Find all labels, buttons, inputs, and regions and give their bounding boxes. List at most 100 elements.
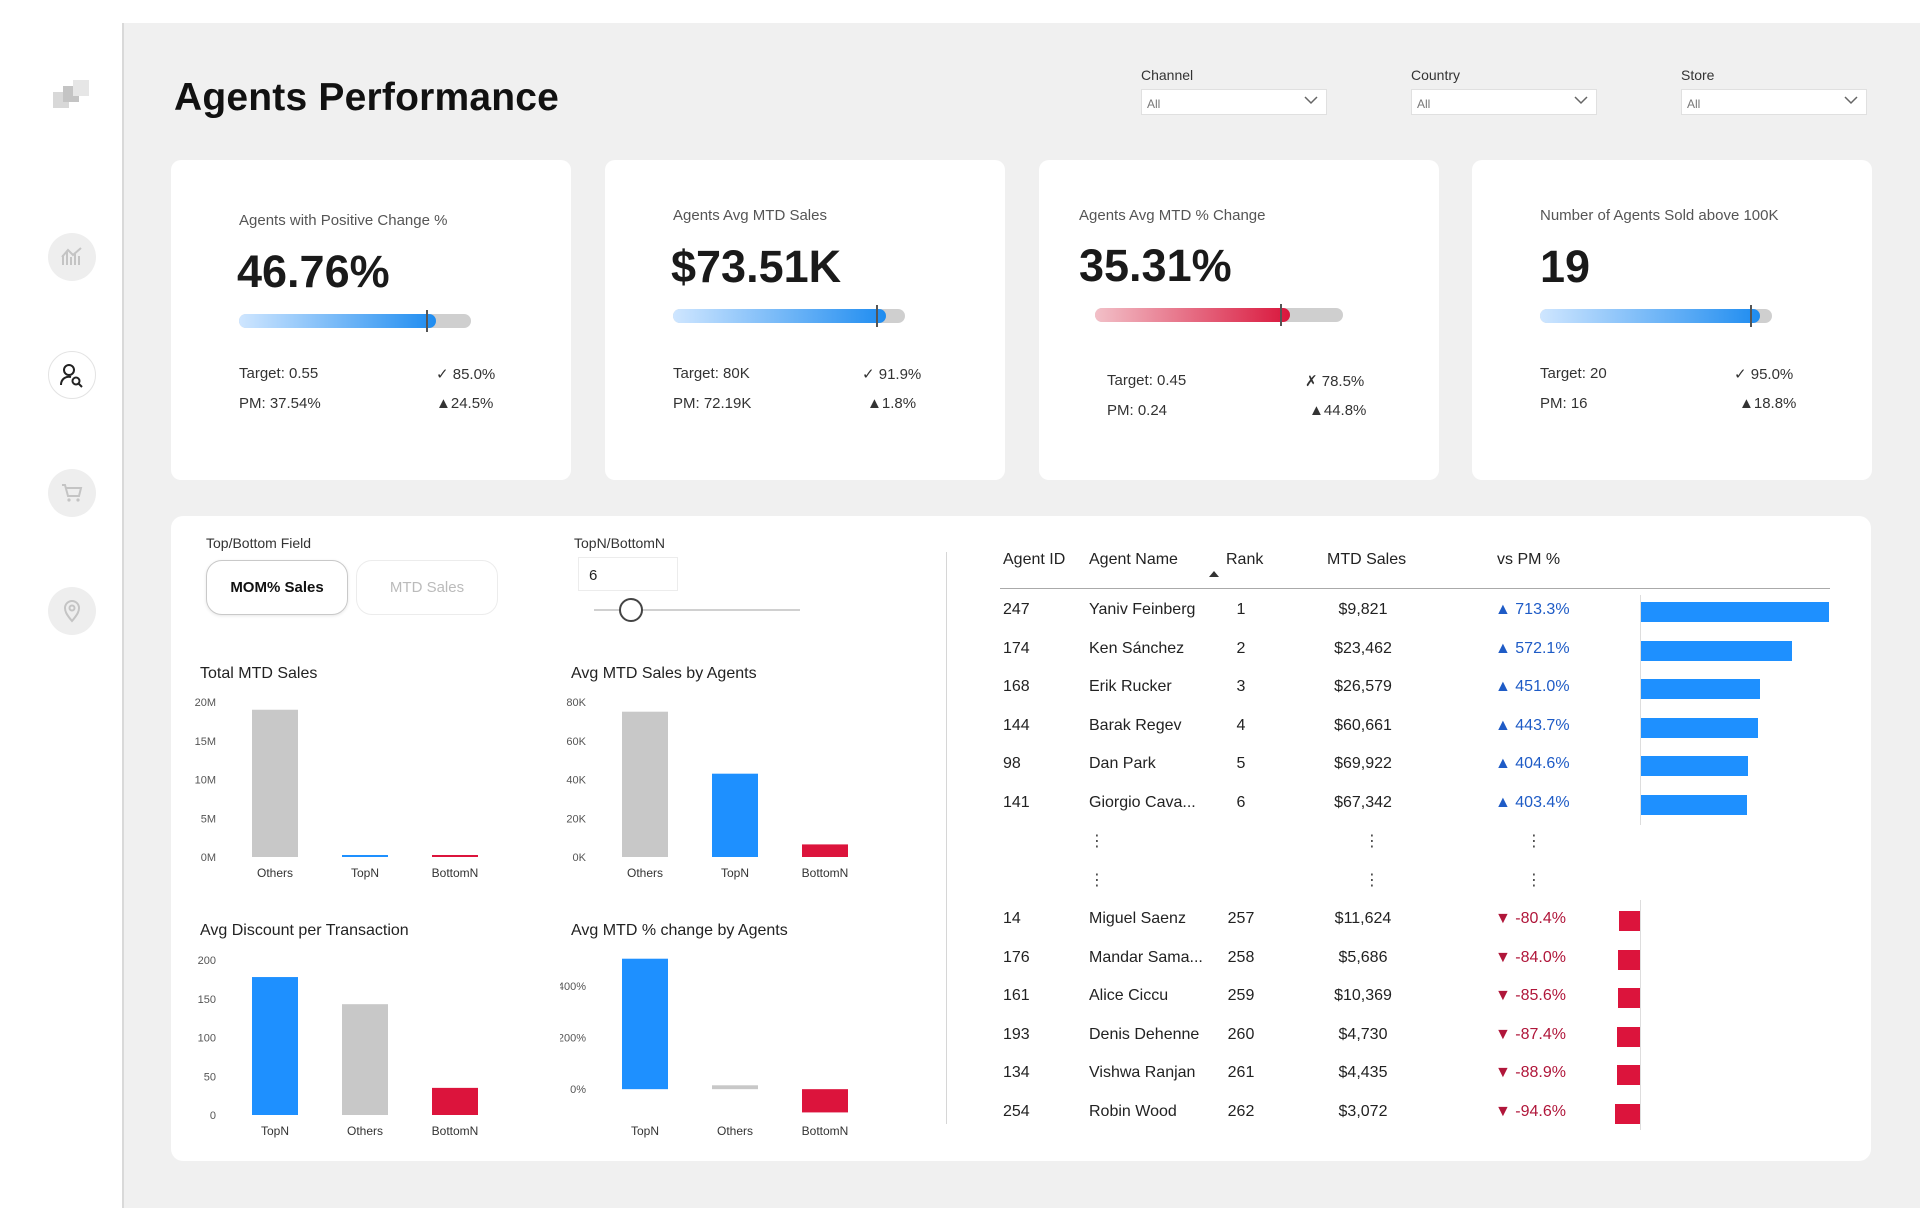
y-tick-label: 50 — [204, 1071, 216, 1083]
cell-agent-id: 161 — [1003, 987, 1030, 1005]
cell-vs-pm: ▲ 404.6% — [1495, 755, 1570, 773]
y-tick-label: 200 — [198, 955, 216, 967]
topn-input[interactable]: 6 — [578, 557, 678, 591]
bar-axis-bottom — [1640, 900, 1641, 1130]
kpi-progress-fill — [1540, 309, 1761, 323]
total-mtd-sales-chart: 0M 5M 10M 15M 20M Others TopN BottomN — [195, 697, 479, 880]
bar-bottomn — [802, 1089, 848, 1113]
topn-slider-track[interactable] — [594, 609, 800, 611]
x-tick-label: BottomN — [802, 1124, 849, 1138]
ellipsis-vertical-icon: ⋮ — [1364, 833, 1380, 850]
cell-rank: 1 — [1236, 601, 1246, 618]
cell-mtd-sales: $9,821 — [1338, 601, 1388, 618]
kpi-target-status: ✓ 91.9% — [862, 366, 922, 383]
bar-bottomn — [432, 1087, 478, 1115]
vs-pm-bar — [1618, 949, 1641, 970]
cell-rank: 5 — [1236, 755, 1246, 773]
x-tick-label: Others — [627, 866, 663, 880]
channel-dropdown-value: All — [1147, 97, 1161, 111]
x-tick-label: TopN — [631, 1124, 659, 1138]
chevron-down-icon — [1574, 96, 1588, 105]
cell-agent-name: Barak Regev — [1089, 716, 1182, 734]
kpi-value: 46.76% — [237, 246, 390, 297]
bar-others — [712, 1085, 758, 1090]
page-title: Agents Performance — [174, 76, 560, 119]
kpi-progress-bar — [673, 305, 905, 327]
cell-rank: 261 — [1227, 1064, 1255, 1082]
table-header-underline — [1000, 588, 1830, 589]
cell-agent-name: Erik Rucker — [1089, 678, 1172, 696]
nav-location-button[interactable] — [48, 587, 96, 635]
kpi-label: Agents Avg MTD Sales — [673, 207, 827, 224]
channel-slicer-label: Channel — [1141, 67, 1194, 83]
column-header-mtd-sales[interactable]: MTD Sales — [1327, 551, 1407, 568]
chart-title-avg-mtd-sales: Avg MTD Sales by Agents — [571, 665, 757, 682]
x-tick-label: Others — [257, 866, 293, 880]
kpi-target: Target: 0.55 — [239, 365, 319, 382]
kpi-pm: PM: 72.19K — [673, 395, 752, 412]
y-tick-label: 100 — [198, 1033, 216, 1045]
cell-agent-name: Dan Park — [1089, 755, 1156, 773]
cell-agent-name: Vishwa Ranjan — [1089, 1064, 1196, 1082]
cell-agent-id: 247 — [1003, 601, 1030, 618]
cell-mtd-sales: $11,624 — [1334, 910, 1392, 927]
cell-rank: 262 — [1227, 1103, 1255, 1120]
cell-agent-id: 254 — [1003, 1103, 1030, 1120]
nav-cart-button[interactable] — [48, 469, 96, 517]
y-tick-label: 20K — [566, 813, 586, 825]
kpi-target: Target: 20 — [1540, 365, 1607, 382]
column-header-rank[interactable]: Rank — [1226, 551, 1264, 568]
column-header-agent-id[interactable]: Agent ID — [1003, 551, 1066, 568]
cell-mtd-sales: $26,579 — [1334, 678, 1392, 696]
cell-vs-pm: ▼ -94.6% — [1495, 1103, 1566, 1120]
kpi-pm: PM: 0.24 — [1107, 402, 1168, 419]
cell-mtd-sales: $5,686 — [1338, 948, 1388, 966]
cell-agent-name: Mandar Sama... — [1089, 948, 1203, 966]
nav-agents-button[interactable] — [48, 351, 96, 399]
kpi-progress-fill — [239, 314, 437, 328]
avg-discount-chart: 0 50 100 150 200 TopN Others BottomN — [198, 955, 479, 1138]
store-dropdown[interactable]: All — [1681, 89, 1867, 115]
cell-agent-id: 141 — [1003, 794, 1030, 811]
country-dropdown[interactable]: All — [1411, 89, 1597, 115]
channel-slicer: Channel All — [1141, 67, 1327, 115]
kpi-progress-bar — [1540, 305, 1772, 327]
channel-dropdown[interactable]: All — [1141, 89, 1327, 115]
field-toggle-label: Top/Bottom Field — [206, 535, 312, 551]
dashboard-nav-icon — [61, 247, 82, 265]
kpi-card-avg-mtd-change: Agents Avg MTD % Change 35.31% Target: 0… — [1039, 160, 1439, 480]
kpi-target-status: ✗ 78.5% — [1305, 373, 1365, 390]
y-tick-label: 20M — [195, 697, 216, 709]
kpi-progress-bar — [1095, 304, 1343, 326]
store-slicer: Store All — [1681, 67, 1867, 115]
topn-slider-thumb[interactable] — [619, 598, 643, 622]
y-tick-label: 15M — [195, 736, 216, 748]
cell-agent-id: 174 — [1003, 639, 1030, 657]
nav-dashboard-button[interactable] — [48, 233, 96, 281]
y-tick-label: 80K — [566, 697, 586, 709]
vs-pm-bar — [1615, 1104, 1641, 1124]
kpi-label: Agents Avg MTD % Change — [1079, 207, 1266, 224]
kpi-target-marker — [876, 305, 879, 327]
x-tick-label: TopN — [351, 866, 379, 880]
avg-mtd-sales-chart: 0K 20K 40K 60K 80K Others TopN BottomN — [566, 697, 848, 880]
mtd-sales-toggle[interactable]: MTD Sales — [356, 560, 498, 615]
column-header-agent-name[interactable]: Agent Name — [1089, 551, 1178, 568]
cell-mtd-sales: $23,462 — [1334, 639, 1392, 657]
y-tick-label: 0% — [570, 1084, 586, 1096]
bar-topn — [342, 855, 388, 857]
cell-agent-id: 176 — [1003, 948, 1030, 966]
column-header-vs-pm[interactable]: vs PM % — [1497, 551, 1561, 568]
kpi-value: 35.31% — [1079, 240, 1232, 291]
cell-agent-id: 134 — [1003, 1064, 1030, 1082]
bar-others — [252, 709, 298, 857]
kpi-progress-fill — [673, 309, 887, 323]
cell-mtd-sales: $67,342 — [1334, 794, 1392, 811]
chart-title-avg-discount: Avg Discount per Transaction — [200, 922, 409, 939]
mom-sales-toggle[interactable]: MOM% Sales — [206, 560, 348, 615]
cell-mtd-sales: $3,072 — [1338, 1103, 1388, 1120]
cell-agent-name: Ken Sánchez — [1089, 639, 1185, 657]
kpi-pm: PM: 16 — [1540, 395, 1588, 412]
bar-topn — [252, 977, 298, 1115]
